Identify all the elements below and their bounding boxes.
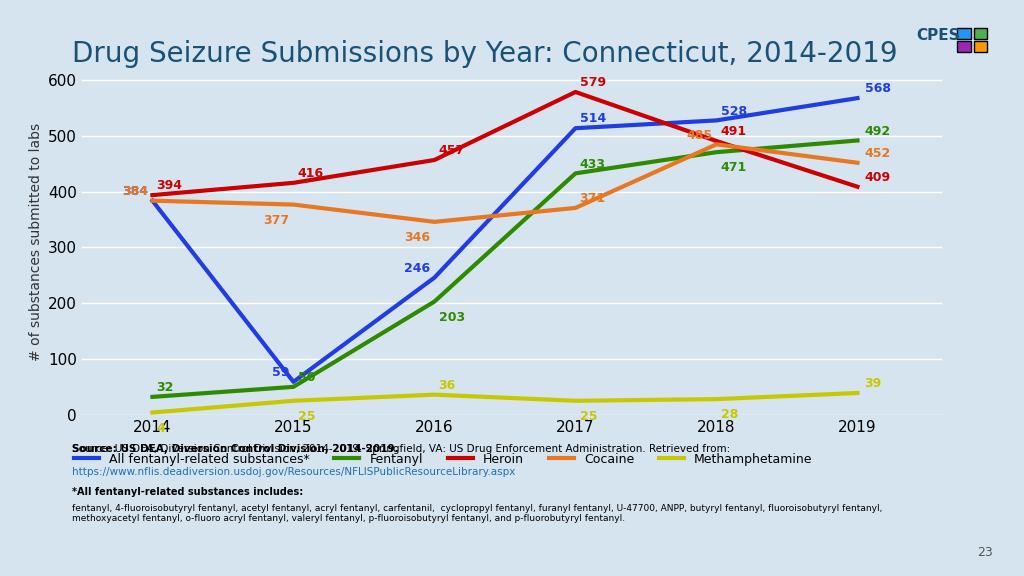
FancyBboxPatch shape: [957, 41, 971, 52]
Text: 4: 4: [157, 422, 166, 435]
Text: Source: US DEA, Diversion Control Division, 2014-2019. Springfield, VA: US Drug : Source: US DEA, Diversion Control Divisi…: [72, 444, 730, 453]
Text: 528: 528: [721, 105, 746, 118]
FancyBboxPatch shape: [974, 28, 987, 40]
Text: 457: 457: [438, 144, 465, 157]
Text: *All fentanyl-related substances includes:: *All fentanyl-related substances include…: [72, 487, 303, 497]
Text: 485: 485: [686, 128, 713, 142]
FancyBboxPatch shape: [957, 28, 971, 40]
Text: https://www.nflis.deadiversion.usdoj.gov/Resources/NFLISPublicResourceLibrary.as: https://www.nflis.deadiversion.usdoj.gov…: [72, 467, 515, 476]
Text: 32: 32: [157, 381, 174, 394]
Y-axis label: # of substances submitted to labs: # of substances submitted to labs: [29, 123, 43, 361]
Text: fentanyl, 4-fluoroisobutyryl fentanyl, acetyl fentanyl, acryl fentanyl, carfenta: fentanyl, 4-fluoroisobutyryl fentanyl, a…: [72, 504, 882, 524]
Text: 384: 384: [122, 185, 148, 198]
Text: 25: 25: [298, 410, 315, 423]
Text: 25: 25: [580, 410, 597, 423]
Text: 416: 416: [298, 167, 324, 180]
Text: Drug Seizure Submissions by Year: Connecticut, 2014-2019: Drug Seizure Submissions by Year: Connec…: [72, 40, 897, 69]
Text: 514: 514: [580, 112, 606, 126]
Text: 346: 346: [404, 231, 430, 244]
Text: 568: 568: [864, 82, 891, 96]
Text: 246: 246: [404, 262, 430, 275]
Text: 23: 23: [978, 545, 993, 559]
Text: 50: 50: [298, 371, 315, 384]
Text: 394: 394: [157, 179, 182, 192]
Text: 492: 492: [864, 124, 891, 138]
Text: 579: 579: [580, 76, 606, 89]
Text: 28: 28: [721, 408, 738, 421]
FancyBboxPatch shape: [974, 41, 987, 52]
Text: 39: 39: [864, 377, 882, 390]
Text: CPES: CPES: [916, 28, 961, 43]
Text: 452: 452: [864, 147, 891, 160]
Text: 371: 371: [580, 192, 606, 205]
Text: 36: 36: [438, 379, 456, 392]
Text: 203: 203: [438, 311, 465, 324]
Text: Source: US DEA, Diversion Control Division, 2014-2019.: Source: US DEA, Diversion Control Divisi…: [72, 444, 398, 453]
Text: 471: 471: [721, 161, 746, 175]
Legend: All fentanyl-related substances*, Fentanyl, Heroin, Cocaine, Methamphetamine: All fentanyl-related substances*, Fentan…: [69, 448, 818, 471]
Text: 384: 384: [122, 185, 148, 198]
Text: 409: 409: [864, 171, 891, 184]
Text: 377: 377: [263, 214, 289, 227]
Text: 433: 433: [580, 158, 605, 170]
Text: 491: 491: [721, 125, 746, 138]
Text: 59: 59: [271, 366, 289, 379]
